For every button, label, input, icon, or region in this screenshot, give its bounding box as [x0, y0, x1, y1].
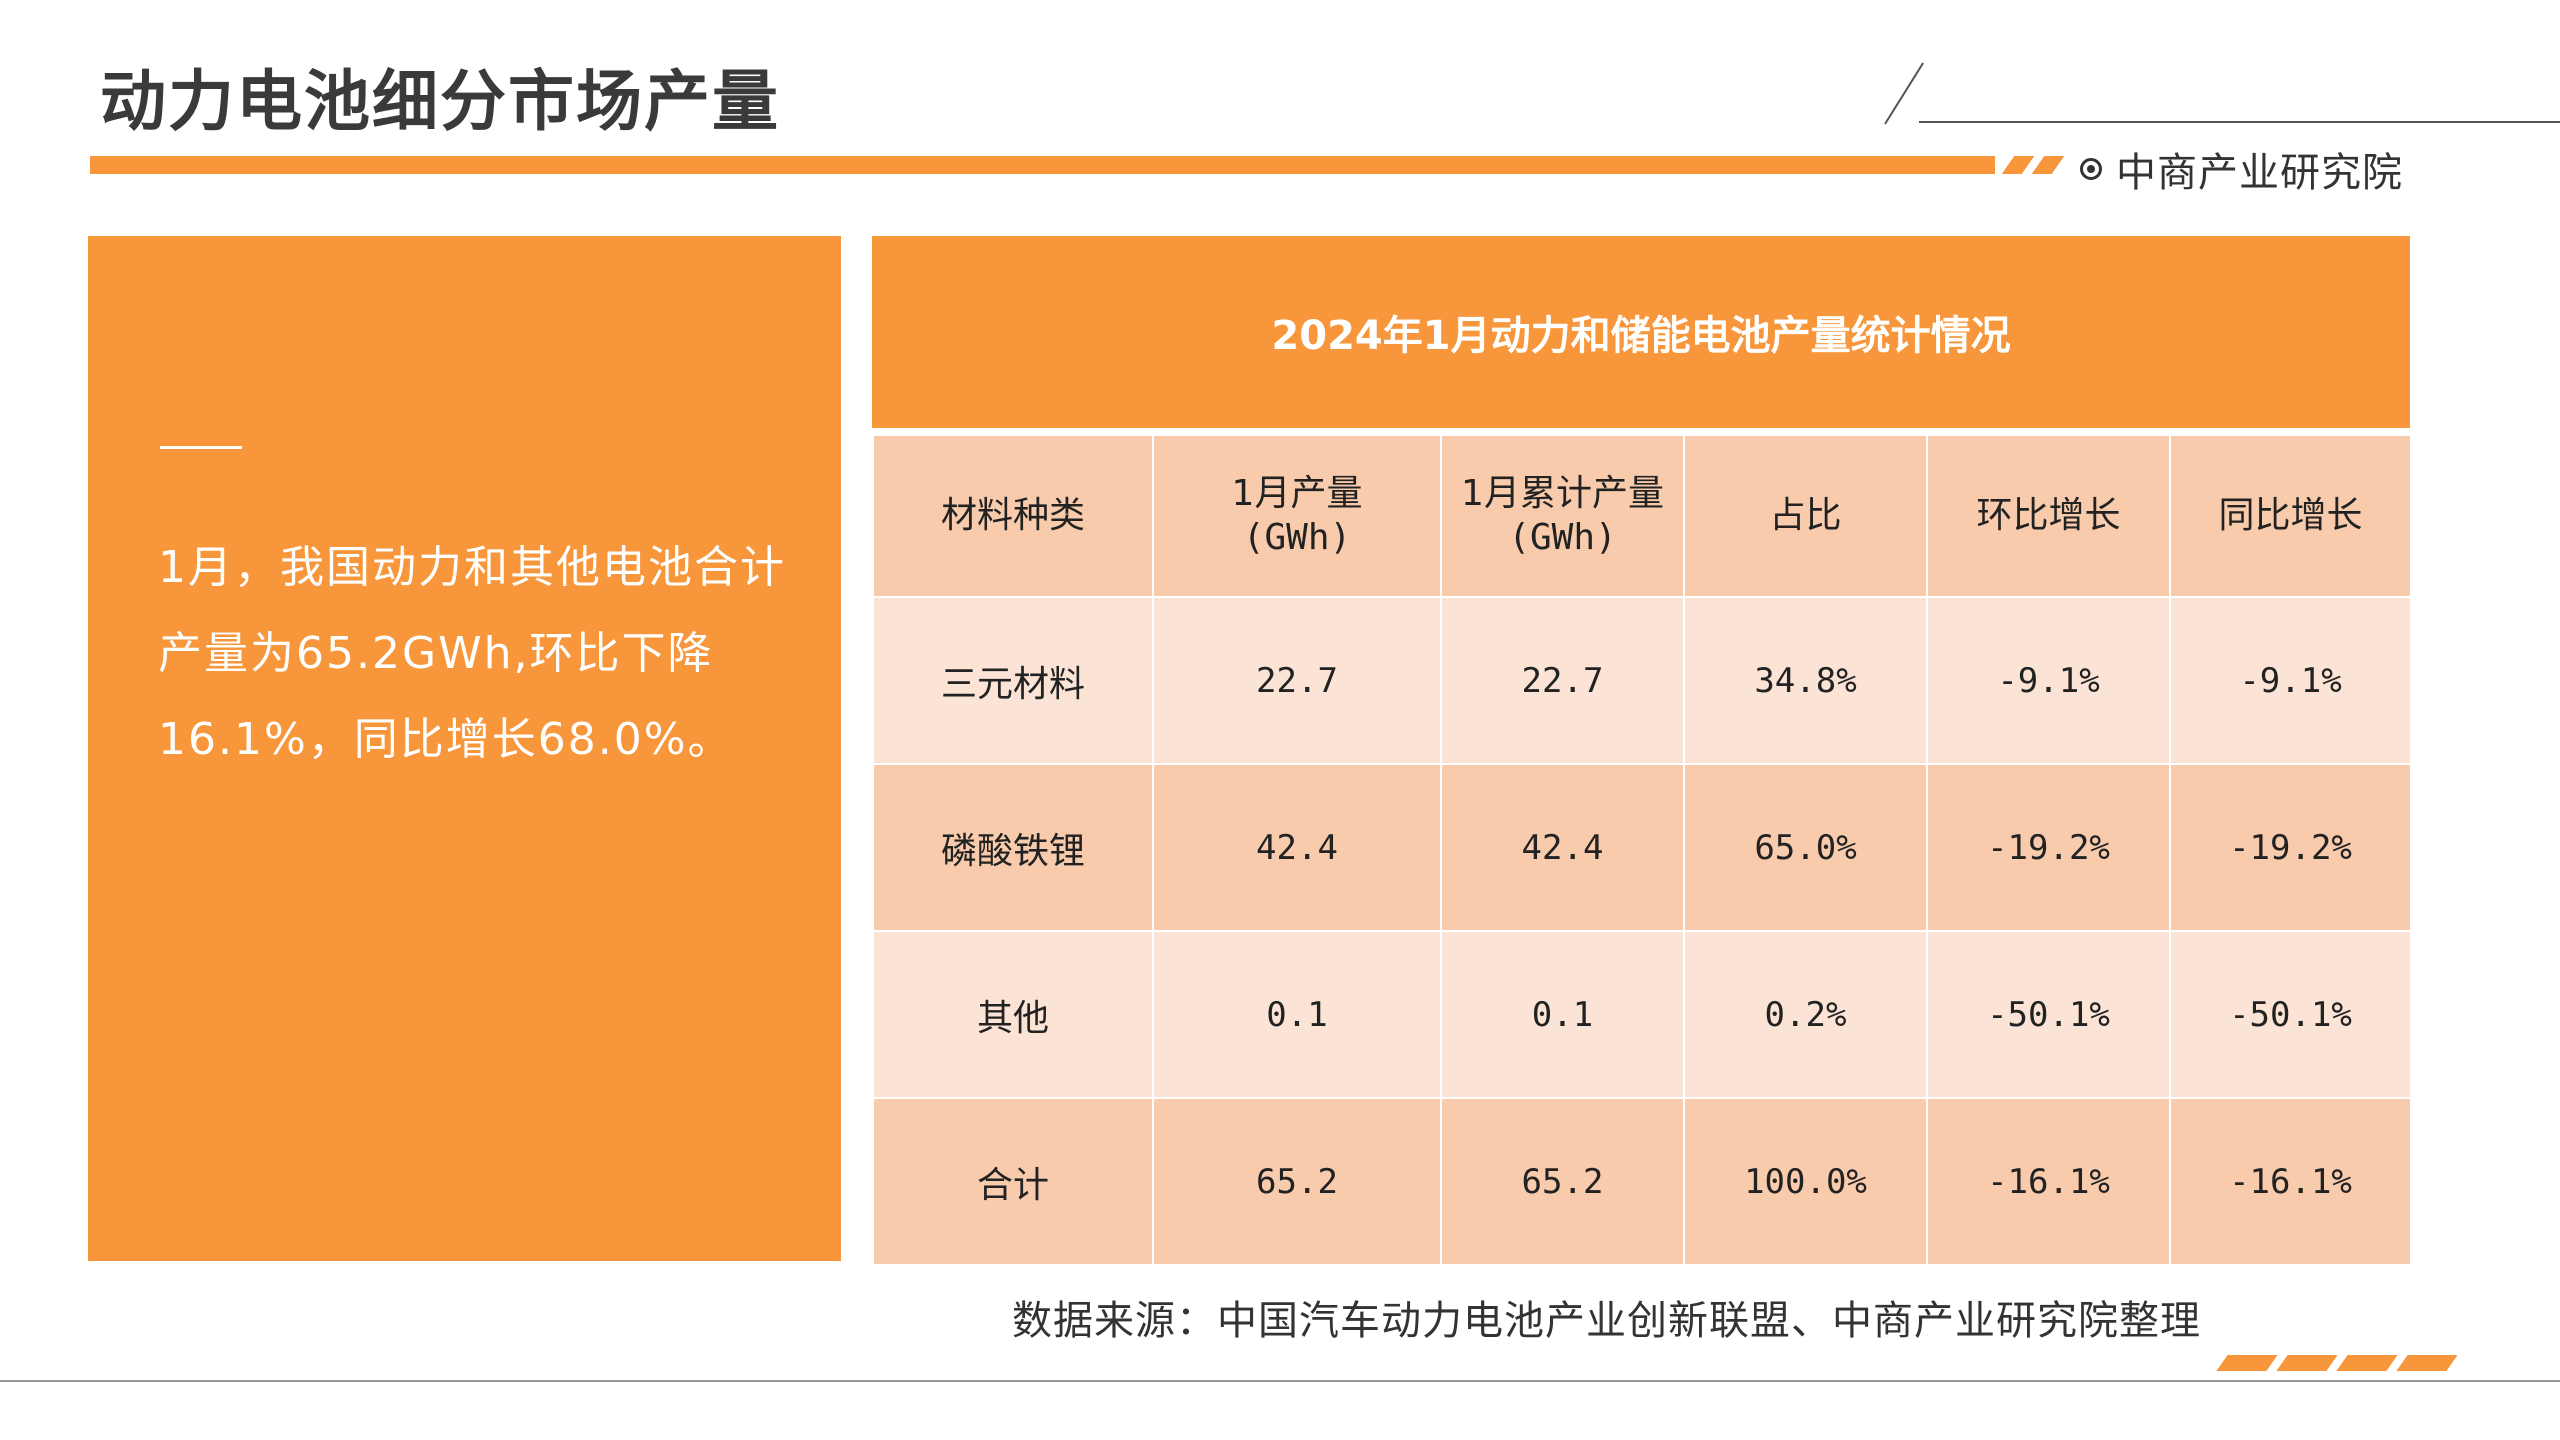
data-table-section: 2024年1月动力和储能电池产量统计情况 材料种类 1月产量 (GWh) 1月累计…	[872, 236, 2412, 1266]
target-icon	[2080, 158, 2102, 180]
header-label: 1月产量	[1231, 473, 1363, 514]
brand: 中商产业研究院	[2080, 140, 2403, 198]
table-cell: 42.4	[1440, 763, 1685, 932]
table-cell: 其他	[872, 930, 1154, 1099]
header-cell: 材料种类	[872, 434, 1154, 598]
dash-decoration	[2336, 1355, 2398, 1371]
table-cell: 22.7	[1152, 596, 1442, 765]
table-header-row: 材料种类 1月产量 (GWh) 1月累计产量 (GWh) 占比 环比增长 同比增长	[872, 434, 2412, 598]
brand-name: 中商产业研究院	[2116, 150, 2403, 196]
dash-decoration	[2396, 1355, 2458, 1371]
table-cell: -9.1%	[2169, 596, 2412, 765]
slash-decoration	[2001, 156, 2035, 174]
table-cell: -50.1%	[1926, 930, 2171, 1099]
header-unit: (GWh)	[1508, 517, 1617, 558]
table-cell: -19.2%	[1926, 763, 2171, 932]
header-label: 同比增长	[2218, 495, 2363, 536]
dash-decoration	[2276, 1355, 2338, 1371]
table-cell: 65.0%	[1683, 763, 1928, 932]
table-cell: -9.1%	[1926, 596, 2171, 765]
slash-decoration	[2031, 156, 2065, 174]
header-unit: (GWh)	[1242, 517, 1352, 558]
header-cell: 同比增长	[2169, 434, 2412, 598]
summary-panel	[88, 236, 841, 1261]
footer-line	[0, 1380, 2560, 1382]
header-label: 1月累计产量	[1461, 473, 1664, 514]
header-cell: 1月累计产量 (GWh)	[1440, 434, 1685, 598]
header-label: 占比	[1769, 495, 1842, 536]
title-underline-bar	[90, 156, 1995, 174]
table-cell: -19.2%	[2169, 763, 2412, 932]
table-cell: -50.1%	[2169, 930, 2412, 1099]
table-row: 三元材料 22.7 22.7 34.8% -9.1% -9.1%	[872, 596, 2412, 765]
table-cell: 三元材料	[872, 596, 1154, 765]
table-cell: -16.1%	[2169, 1097, 2412, 1266]
dash-decoration	[2216, 1355, 2278, 1371]
table-cell: 65.2	[1152, 1097, 1442, 1266]
table-cell: 42.4	[1152, 763, 1442, 932]
summary-text: 1月，我国动力和其他电池合计产量为65.2GWh,环比下降16.1%，同比增长6…	[158, 542, 786, 765]
table-cell: 0.1	[1152, 930, 1442, 1099]
table-title: 2024年1月动力和储能电池产量统计情况	[872, 236, 2410, 428]
table-cell: 34.8%	[1683, 596, 1928, 765]
table-cell: 合计	[872, 1097, 1154, 1266]
table-cell: 65.2	[1440, 1097, 1685, 1266]
table-cell: 0.1	[1440, 930, 1685, 1099]
table-row: 合计 65.2 65.2 100.0% -16.1% -16.1%	[872, 1097, 2412, 1266]
header-cell: 环比增长	[1926, 434, 2171, 598]
page-title: 动力电池细分市场产量	[100, 63, 780, 140]
table-cell: 22.7	[1440, 596, 1685, 765]
table-cell: -16.1%	[1926, 1097, 2171, 1266]
table-cell: 0.2%	[1683, 930, 1928, 1099]
header-diagonal-line	[1884, 62, 1925, 125]
header-thin-line	[1919, 121, 2560, 123]
header-label: 材料种类	[940, 495, 1085, 536]
table-row: 磷酸铁锂 42.4 42.4 65.0% -19.2% -19.2%	[872, 763, 2412, 932]
header-cell: 1月产量 (GWh)	[1152, 434, 1442, 598]
data-table: 材料种类 1月产量 (GWh) 1月累计产量 (GWh) 占比 环比增长 同比增长 …	[872, 434, 2412, 1266]
table-cell: 磷酸铁锂	[872, 763, 1154, 932]
summary-dash-decoration	[160, 446, 242, 449]
header-cell: 占比	[1683, 434, 1928, 598]
header-label: 环比增长	[1976, 495, 2121, 536]
table-cell: 100.0%	[1683, 1097, 1928, 1266]
table-row: 其他 0.1 0.1 0.2% -50.1% -50.1%	[872, 930, 2412, 1099]
source-note: 数据来源：中国汽车动力电池产业创新联盟、中商产业研究院整理	[1012, 1298, 2201, 1344]
